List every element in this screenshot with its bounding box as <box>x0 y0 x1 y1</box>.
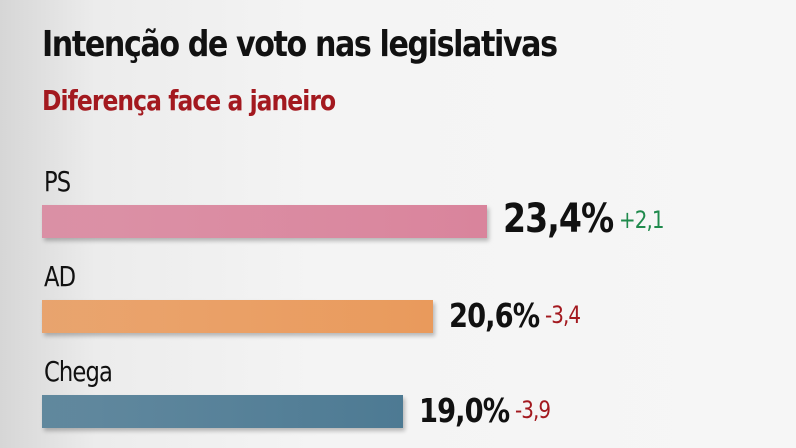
category-label: Chega <box>44 355 113 388</box>
chart-subtitle: Diferença face a janeiro <box>42 84 336 117</box>
bar <box>42 395 403 428</box>
bar <box>42 300 434 333</box>
bar <box>42 205 487 238</box>
chart-title: Intenção de voto nas legislativas <box>42 24 558 65</box>
change-label: -3,4 <box>545 301 581 329</box>
value-label: 20,6% <box>449 295 540 335</box>
change-label: +2,1 <box>618 206 664 234</box>
category-label: PS <box>44 165 71 198</box>
change-label: -3,9 <box>514 396 551 424</box>
value-label: 23,4% <box>502 196 614 243</box>
category-label: AD <box>44 260 76 293</box>
value-label: 19,0% <box>419 390 510 430</box>
